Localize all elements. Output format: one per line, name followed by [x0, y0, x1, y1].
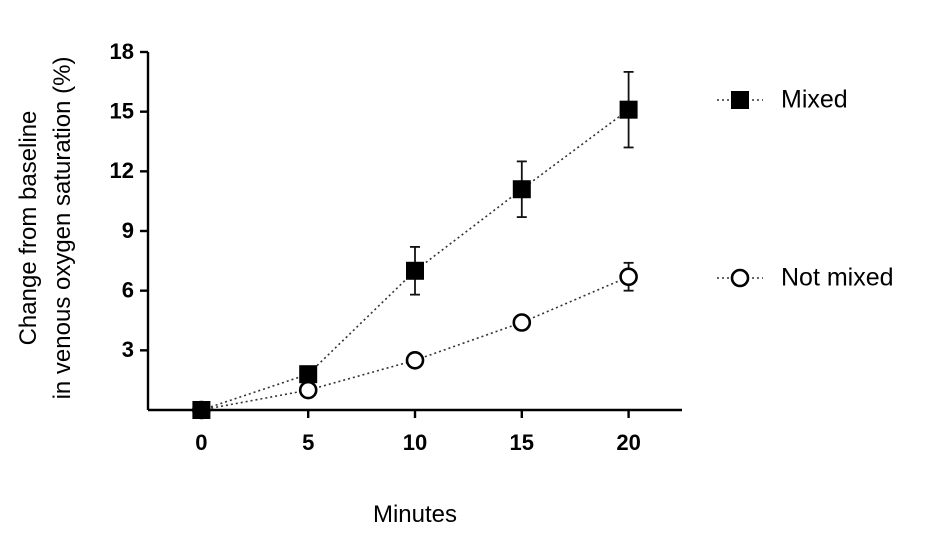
legend: Mixed Not mixed [717, 86, 894, 292]
legend-label: Not mixed [781, 264, 894, 292]
data-point-mixed [406, 261, 424, 280]
series-line [201, 276, 629, 411]
y-tick-label: 18 [110, 39, 134, 64]
data-point-mixed [512, 180, 531, 199]
x-axis-title: Minutes [373, 501, 457, 528]
data-point-not-mixed [298, 380, 318, 400]
y-tick-label: 6 [122, 277, 134, 302]
y-axis-title: Change from baseline in venous oxygen sa… [15, 57, 76, 400]
y-tick-label: 12 [110, 158, 134, 183]
x-ticks: 0 5 10 15 20 [195, 410, 641, 455]
x-tick-label: 10 [403, 430, 427, 455]
x-tick-label: 5 [302, 430, 314, 455]
y-ticks: 3 6 9 12 15 18 [110, 39, 148, 362]
data-point-mixed [299, 365, 318, 384]
y-tick-label: 9 [122, 218, 134, 243]
legend-label: Mixed [781, 86, 848, 114]
legend-item: Not mixed [717, 264, 894, 292]
y-axis-title-line1: Change from baseline [15, 111, 42, 346]
x-tick-label: 15 [510, 430, 534, 455]
legend-marker [731, 91, 749, 109]
data-point-mixed [619, 100, 638, 119]
x-tick-label: 20 [616, 430, 640, 455]
data-point-mixed [192, 401, 211, 419]
y-tick-label: 15 [110, 98, 134, 123]
y-tick-label: 3 [122, 337, 134, 362]
series-mixed [192, 70, 638, 419]
data-point-not-mixed [405, 350, 425, 370]
series-layer [192, 70, 638, 420]
data-point-not-mixed [512, 313, 532, 332]
legend-item: Mixed [717, 86, 848, 114]
legend-marker [730, 268, 750, 288]
x-tick-label: 0 [195, 430, 207, 455]
data-point-not-mixed [619, 267, 638, 287]
y-axis-title-line2: in venous oxygen saturation (%) [49, 57, 76, 400]
